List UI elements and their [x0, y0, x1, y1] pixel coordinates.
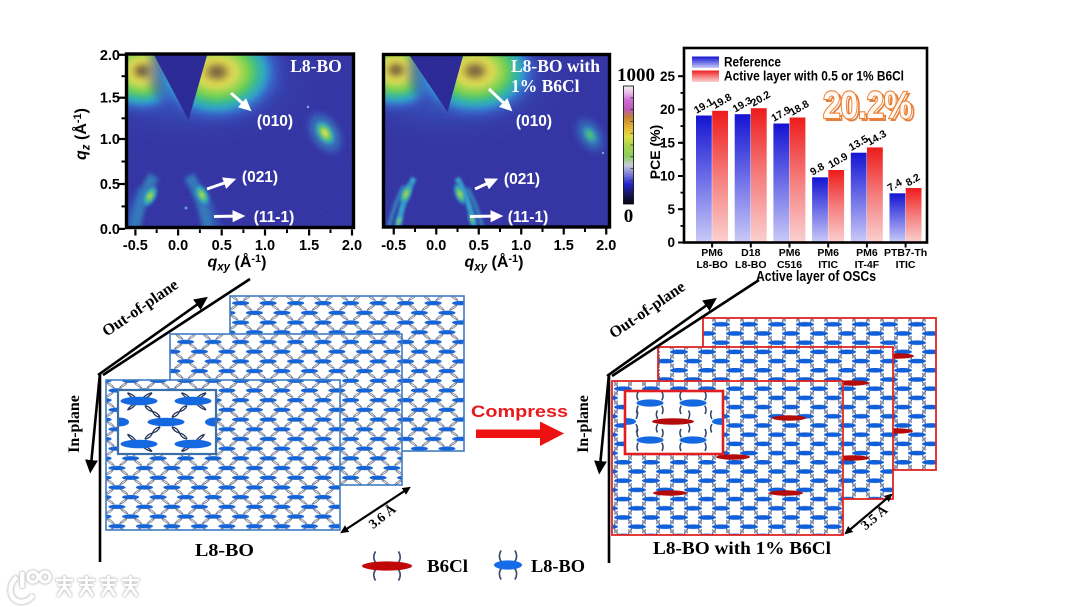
- svg-text:0.5: 0.5: [469, 238, 489, 254]
- svg-text:qxy (Å-1): qxy (Å-1): [207, 252, 266, 274]
- svg-text:19.8: 19.8: [710, 91, 734, 112]
- svg-text:1.0: 1.0: [255, 238, 275, 254]
- svg-text:In-plane: In-plane: [66, 395, 83, 453]
- svg-text:10: 10: [660, 169, 675, 184]
- svg-text:L8-BO: L8-BO: [696, 259, 728, 271]
- svg-text:qz (Å-1): qz (Å-1): [71, 108, 93, 160]
- svg-text:L8-BO: L8-BO: [735, 259, 767, 271]
- svg-text:PTB7-Th: PTB7-Th: [884, 247, 927, 259]
- svg-text:1.5: 1.5: [554, 238, 574, 254]
- svg-text:(021): (021): [242, 169, 278, 186]
- svg-text:8.2: 8.2: [904, 171, 923, 189]
- svg-text:9.8: 9.8: [808, 161, 827, 179]
- svg-text:(010): (010): [516, 113, 552, 130]
- svg-text:15: 15: [660, 135, 676, 150]
- svg-text:ITIC: ITIC: [896, 259, 916, 271]
- svg-text:Active layer with 0.5 or 1% B6: Active layer with 0.5 or 1% B6Cl: [724, 69, 904, 84]
- svg-text:5: 5: [667, 202, 675, 217]
- svg-text:PCE (%): PCE (%): [647, 125, 663, 179]
- svg-text:1.5: 1.5: [100, 91, 120, 107]
- svg-text:L8-BO with 1% B6Cl: L8-BO with 1% B6Cl: [653, 538, 831, 558]
- svg-text:20: 20: [660, 102, 675, 117]
- svg-text:2.0: 2.0: [342, 238, 362, 254]
- svg-text:0: 0: [667, 235, 675, 250]
- svg-text:L8-BO: L8-BO: [531, 556, 585, 576]
- svg-text:ITIC: ITIC: [818, 259, 838, 271]
- svg-text:0.5: 0.5: [212, 238, 232, 254]
- svg-text:B6Cl: B6Cl: [427, 556, 468, 576]
- svg-text:0.0: 0.0: [168, 238, 188, 254]
- svg-text:1.5: 1.5: [299, 238, 319, 254]
- svg-text:20.2%: 20.2%: [825, 87, 914, 129]
- svg-text:3.6 Å: 3.6 Å: [366, 501, 399, 531]
- svg-text:Active layer of OSCs: Active layer of OSCs: [756, 268, 876, 285]
- svg-text:-0.5: -0.5: [381, 238, 406, 254]
- svg-text:(010): (010): [257, 113, 293, 130]
- svg-text:In-plane: In-plane: [575, 395, 592, 453]
- svg-text:2.0: 2.0: [100, 48, 120, 64]
- svg-text:Reference: Reference: [724, 55, 781, 70]
- svg-text:(11-1): (11-1): [508, 209, 549, 226]
- svg-text:IT-4F: IT-4F: [855, 259, 880, 271]
- svg-text:0.0: 0.0: [426, 238, 446, 254]
- svg-text:Compress: Compress: [471, 402, 568, 421]
- svg-text:0: 0: [624, 206, 634, 227]
- svg-text:PM6: PM6: [856, 247, 878, 259]
- svg-text:7.4: 7.4: [886, 177, 905, 195]
- svg-text:D18: D18: [741, 247, 760, 259]
- svg-text:14.3: 14.3: [865, 128, 889, 149]
- svg-text:1.0: 1.0: [511, 238, 531, 254]
- svg-text:1% B6Cl: 1% B6Cl: [511, 76, 580, 96]
- svg-text:0.5: 0.5: [100, 177, 120, 193]
- svg-text:25: 25: [660, 69, 676, 84]
- svg-text:0.0: 0.0: [100, 222, 120, 238]
- svg-text:3.5 Å: 3.5 Å: [858, 502, 891, 533]
- svg-text:C516: C516: [777, 259, 802, 271]
- svg-text:L8-BO: L8-BO: [290, 56, 342, 76]
- svg-text:18.8: 18.8: [788, 98, 812, 119]
- svg-text:qxy (Å-1): qxy (Å-1): [464, 252, 523, 274]
- svg-text:20.2: 20.2: [749, 89, 773, 110]
- svg-text:1.0: 1.0: [100, 132, 120, 148]
- svg-text:10.9: 10.9: [826, 150, 850, 171]
- svg-text:L8-BO with: L8-BO with: [511, 56, 600, 76]
- svg-text:2.0: 2.0: [596, 238, 616, 254]
- svg-text:PM6: PM6: [817, 247, 839, 259]
- svg-text:(021): (021): [504, 171, 540, 188]
- svg-text:1000: 1000: [617, 65, 655, 86]
- svg-text:(11-1): (11-1): [254, 209, 295, 226]
- svg-text:L8-BO: L8-BO: [195, 540, 254, 560]
- svg-text:PM6: PM6: [701, 247, 723, 259]
- svg-text:PM6: PM6: [779, 247, 801, 259]
- svg-text:20.2%: 20.2%: [823, 85, 912, 127]
- svg-text:-0.5: -0.5: [123, 238, 148, 254]
